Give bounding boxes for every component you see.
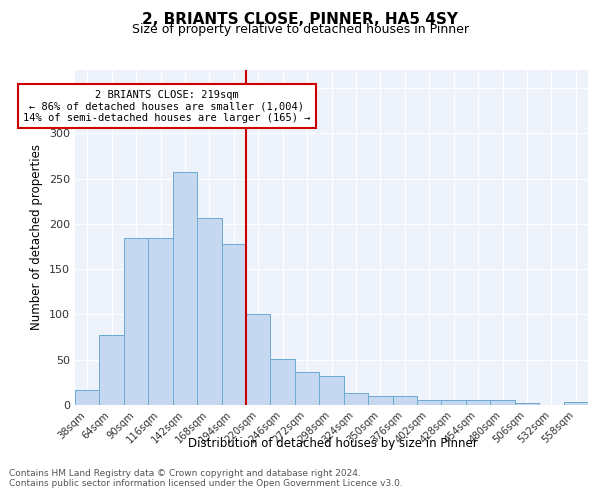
Bar [344, 393, 368, 405]
Bar [100, 336, 124, 405]
Text: Contains public sector information licensed under the Open Government Licence v3: Contains public sector information licen… [9, 479, 403, 488]
Y-axis label: Number of detached properties: Number of detached properties [31, 144, 43, 330]
Bar [490, 400, 515, 405]
Text: Size of property relative to detached houses in Pinner: Size of property relative to detached ho… [131, 22, 469, 36]
Bar [466, 400, 490, 405]
Text: 2 BRIANTS CLOSE: 219sqm
← 86% of detached houses are smaller (1,004)
14% of semi: 2 BRIANTS CLOSE: 219sqm ← 86% of detache… [23, 90, 310, 123]
Bar [124, 238, 148, 405]
Bar [319, 376, 344, 405]
Text: Contains HM Land Registry data © Crown copyright and database right 2024.: Contains HM Land Registry data © Crown c… [9, 469, 361, 478]
Bar [515, 403, 539, 405]
Bar [442, 400, 466, 405]
Bar [246, 314, 271, 405]
Bar [75, 390, 100, 405]
Bar [392, 396, 417, 405]
Bar [295, 372, 319, 405]
Bar [271, 359, 295, 405]
Bar [197, 218, 221, 405]
Bar [417, 400, 442, 405]
Text: Distribution of detached houses by size in Pinner: Distribution of detached houses by size … [188, 438, 478, 450]
Bar [368, 396, 392, 405]
Bar [173, 172, 197, 405]
Bar [148, 238, 173, 405]
Bar [221, 244, 246, 405]
Text: 2, BRIANTS CLOSE, PINNER, HA5 4SY: 2, BRIANTS CLOSE, PINNER, HA5 4SY [142, 12, 458, 28]
Bar [563, 402, 588, 405]
